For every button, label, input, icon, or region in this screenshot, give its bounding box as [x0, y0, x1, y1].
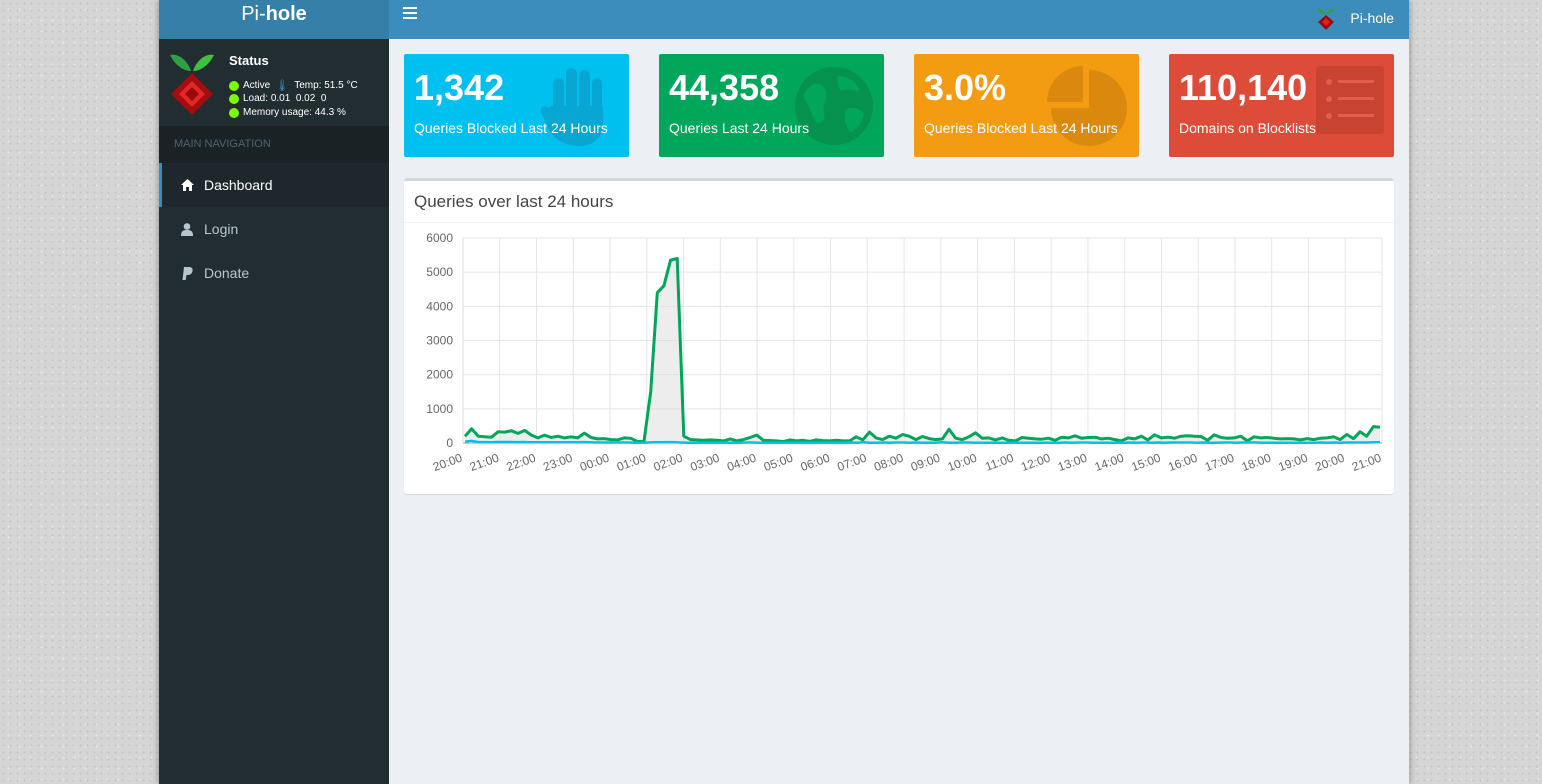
stat-label: Domains on Blocklists — [1179, 120, 1316, 136]
sidebar-item-label: Login — [204, 221, 239, 237]
x-tick-label: 21:00 — [1350, 451, 1383, 475]
y-tick-label: 0 — [446, 436, 453, 450]
y-tick-label: 6000 — [426, 231, 453, 245]
stat-box-domains[interactable]: 110,140 Domains on Blocklists — [1169, 54, 1394, 157]
paypal-icon — [180, 266, 194, 280]
stat-value: 44,358 — [669, 67, 780, 108]
x-tick-label: 18:00 — [1240, 451, 1273, 475]
x-tick-label: 02:00 — [652, 451, 685, 475]
x-tick-label: 08:00 — [872, 451, 905, 475]
globe-icon — [795, 67, 873, 145]
x-tick-label: 13:00 — [1056, 451, 1089, 475]
user-menu[interactable]: Pi-hole — [1314, 4, 1394, 32]
memory-label: Memory usage: — [243, 107, 312, 118]
x-tick-label: 19:00 — [1276, 451, 1309, 475]
x-tick-label: 07:00 — [835, 451, 868, 475]
blocked-queries-line — [464, 439, 1380, 444]
sidebar: Status Active 🌡 Temp: 51.5 °C Load: 0.01… — [159, 39, 389, 784]
series-area — [465, 258, 1380, 443]
sidebar-item-login[interactable]: Login — [159, 207, 389, 251]
home-icon — [180, 178, 194, 192]
memory-dot-icon — [229, 107, 239, 118]
brand-suffix: hole — [265, 3, 307, 25]
status-title: Status — [229, 53, 269, 68]
total-queries-line — [463, 257, 1381, 444]
status-memory-line: Memory usage: 44.3 % — [229, 107, 346, 118]
queries-chart-box: Queries over last 24 hours 0 1000 2000 3000… — [404, 178, 1394, 494]
list-icon — [1316, 66, 1384, 134]
y-tick-label: 3000 — [426, 334, 453, 348]
temp-label: Temp: — [294, 80, 322, 91]
stat-label: Queries Blocked Last 24 Hours — [924, 120, 1118, 136]
x-tick-label: 01:00 — [615, 451, 648, 475]
x-tick-label: 14:00 — [1093, 451, 1126, 475]
user-name: Pi-hole — [1350, 10, 1394, 26]
stat-label: Queries Blocked Last 24 Hours — [414, 120, 608, 136]
x-tick-label: 03:00 — [688, 451, 721, 475]
stat-label: Queries Last 24 Hours — [669, 120, 810, 136]
sidebar-item-label: Donate — [204, 265, 250, 281]
x-tick-label: 16:00 — [1166, 451, 1199, 475]
y-tick-label: 1000 — [426, 402, 453, 416]
x-tick-label: 17:00 — [1203, 451, 1236, 475]
top-navbar: Pi-hole — [389, 0, 1409, 39]
temp-value: 51.5 °C — [324, 80, 358, 91]
status-active-line: Active 🌡 Temp: 51.5 °C — [229, 79, 358, 92]
thermometer-icon: 🌡 — [275, 80, 290, 92]
brand-prefix: Pi- — [241, 3, 266, 25]
stat-value: 1,342 — [414, 67, 505, 108]
memory-value: 44.3 % — [314, 107, 346, 118]
hand-icon — [540, 68, 603, 146]
status-panel: Status Active 🌡 Temp: 51.5 °C Load: 0.01… — [159, 39, 389, 126]
app-logo[interactable]: Pi-hole — [159, 0, 389, 39]
active-dot-icon — [229, 80, 239, 91]
y-tick-label: 2000 — [426, 368, 453, 382]
app-wrapper: Pi-hole Pi-hole Status — [159, 0, 1409, 784]
nav-header: MAIN NAVIGATION — [159, 126, 389, 163]
pihole-avatar-icon — [1317, 8, 1336, 30]
chart-divider — [404, 222, 1394, 223]
load-value: 0.01 0.02 0 — [270, 93, 327, 104]
x-tick-label: 06:00 — [799, 451, 832, 475]
x-tick-label: 23:00 — [541, 451, 574, 475]
user-icon — [180, 222, 194, 236]
x-tick-label: 20:00 — [431, 451, 464, 475]
x-tick-label: 12:00 — [1019, 451, 1052, 475]
x-tick-label: 21:00 — [468, 451, 501, 475]
x-tick-label: 15:00 — [1129, 451, 1162, 475]
stat-box-queries[interactable]: 44,358 Queries Last 24 Hours — [659, 54, 884, 157]
y-tick-label: 5000 — [426, 265, 453, 279]
x-tick-label: 11:00 — [983, 451, 1015, 474]
x-tick-label: 04:00 — [725, 451, 758, 475]
x-tick-label: 05:00 — [762, 451, 795, 475]
x-tick-label: 10:00 — [946, 451, 979, 475]
sidebar-toggle-icon[interactable] — [403, 7, 417, 19]
load-dot-icon — [229, 93, 239, 104]
stat-value: 110,140 — [1179, 67, 1308, 108]
status-load-line: Load: 0.01 0.02 0 — [229, 93, 326, 104]
sidebar-item-dashboard[interactable]: Dashboard — [159, 163, 389, 207]
y-tick-label: 4000 — [426, 299, 453, 313]
pie-chart-icon — [1047, 66, 1127, 146]
active-text: Active — [243, 80, 271, 91]
sidebar-item-donate[interactable]: Donate — [159, 251, 389, 295]
x-tick-label: 22:00 — [505, 451, 538, 475]
stat-box-blocked[interactable]: 1,342 Queries Blocked Last 24 Hours — [404, 54, 629, 157]
pihole-logo-icon — [170, 54, 214, 115]
stat-value: 3.0% — [924, 67, 1007, 108]
stat-box-percent[interactable]: 3.0% Queries Blocked Last 24 Hours — [914, 54, 1139, 157]
load-label: Load: — [243, 93, 269, 104]
x-tick-label: 00:00 — [578, 451, 611, 475]
chart-title: Queries over last 24 hours — [414, 192, 614, 211]
x-tick-label: 09:00 — [909, 451, 942, 475]
sidebar-item-label: Dashboard — [204, 177, 273, 193]
x-tick-label: 20:00 — [1313, 451, 1346, 475]
